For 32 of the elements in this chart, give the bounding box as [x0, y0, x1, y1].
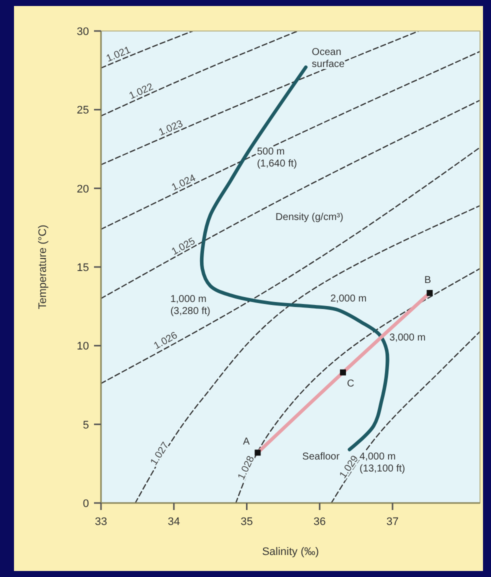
x-axis-title: Salinity (‰) [262, 546, 319, 558]
y-tick-label: 20 [76, 183, 89, 196]
y-tick-label: 0 [82, 498, 89, 510]
x-tick-label: 37 [386, 516, 399, 528]
y-axis-title: Temperature (°C) [37, 224, 49, 310]
x-tick-label: 34 [168, 516, 180, 528]
annotation: A [243, 436, 250, 448]
annotation: Density (g/cm³) [276, 212, 344, 223]
text: 1.022 [128, 82, 156, 102]
annotation: Seafloor [302, 452, 340, 463]
text: 1.024 [170, 172, 198, 194]
y-tick-label: 10 [76, 340, 89, 353]
annotation: C [346, 378, 354, 390]
annotation: 3,000 m [389, 332, 426, 344]
annotation: 4,000 m (13,100 ft) [360, 452, 406, 475]
text: 1.026 [152, 330, 180, 352]
annotation: B [424, 274, 432, 286]
text: 1.023 [157, 118, 186, 139]
text: 1.028 [236, 454, 258, 482]
line-series [235, 268, 480, 503]
x-tick-label: 33 [94, 516, 108, 528]
annotation: 500 m (1,640 ft) [256, 146, 297, 170]
annotation: 1,000 m (3,280 ft) [170, 294, 210, 317]
annotation: 2,000 m [330, 293, 367, 304]
x-tick-label: 36 [314, 516, 326, 528]
y-tick-label: 15 [76, 262, 89, 274]
y-tick-label: 30 [76, 26, 89, 38]
text: 1.021 [104, 44, 133, 65]
y-tick-label: 5 [82, 419, 89, 432]
x-tick-label: 35 [240, 516, 253, 528]
y-tick-label: 25 [76, 104, 89, 117]
line-series [134, 205, 480, 503]
